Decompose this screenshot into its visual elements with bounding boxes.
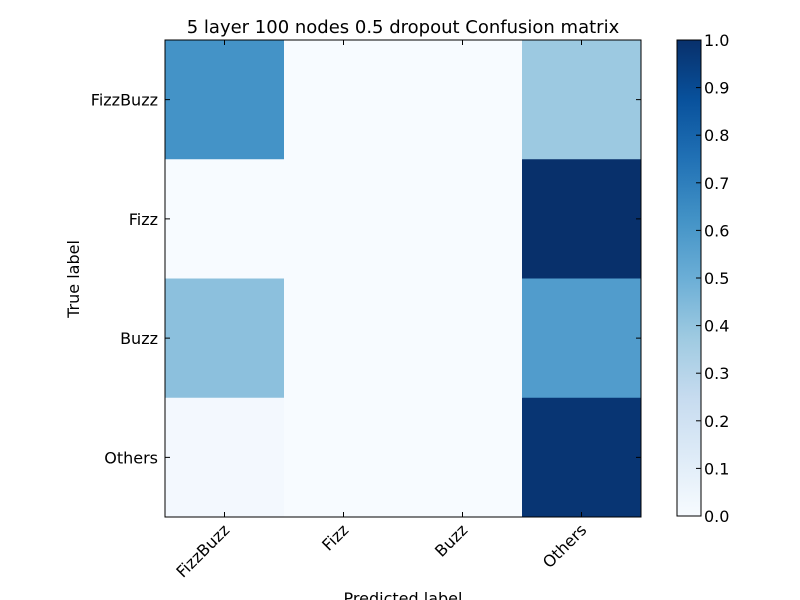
y-tick-label: FizzBuzz [91,91,158,110]
y-tick-label: Fizz [129,210,158,229]
x-axis-label: Predicted label [344,589,463,600]
colorbar-tick-label: 0.5 [704,269,729,288]
heatmap-cell [165,278,285,399]
heatmap-cell [284,40,404,160]
y-tick-label: Buzz [120,329,158,348]
heatmap-cell [284,159,404,279]
heatmap-cell [165,397,285,518]
heatmap-cell [284,397,404,518]
heatmap-cell [284,278,404,399]
heatmap-cells [165,40,642,518]
x-tick-label: Others [539,520,590,571]
heatmap-cell [522,278,642,399]
colorbar-tick-label: 0.9 [704,79,729,98]
heatmap-cell [403,159,523,279]
colorbar-tick-label: 0.0 [704,507,729,526]
y-axis-label: True label [64,240,83,319]
heatmap-cell [522,159,642,279]
colorbar-tick-label: 0.1 [704,459,729,478]
heatmap-cell [165,40,285,160]
heatmap-cell [522,40,642,160]
colorbar-tick-label: 0.6 [704,221,729,240]
colorbar-tick-label: 1.0 [704,31,729,50]
y-tick-label: Others [104,448,158,467]
colorbar-tick-label: 0.8 [704,126,729,145]
colorbar-ticks: 0.0 0.1 0.2 0.3 0.4 0.5 0.6 0.7 0.8 0.9 1.0 [696,31,729,526]
x-tick-label: Fizz [318,520,352,554]
heatmap-cell [403,278,523,399]
heatmap-cell [165,159,285,279]
x-tick-label: Buzz [431,520,471,560]
heatmap-cell [522,397,642,518]
colorbar-tick-label: 0.7 [704,174,729,193]
heatmap-cell [403,397,523,518]
colorbar-tick-label: 0.2 [704,412,729,431]
heatmap-cell [403,40,523,160]
chart-title: 5 layer 100 nodes 0.5 dropout Confusion … [187,17,620,38]
x-tick-label: FizzBuzz [172,520,233,581]
colorbar-tick-label: 0.4 [704,317,729,336]
colorbar-tick-label: 0.3 [704,364,729,383]
plot-frame [164,39,642,518]
